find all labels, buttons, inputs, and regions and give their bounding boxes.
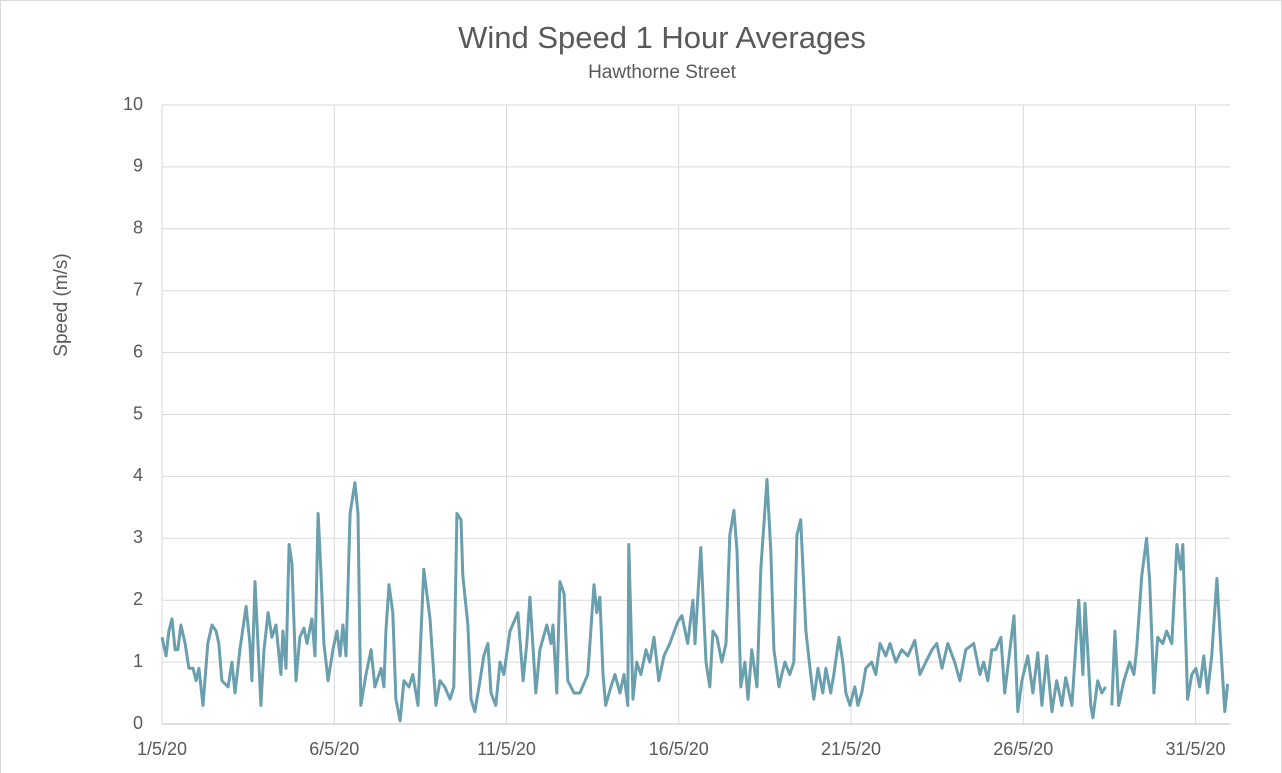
chart-title: Wind Speed 1 Hour Averages: [458, 20, 866, 55]
y-tick-label: 1: [133, 651, 143, 671]
x-tick-label: 16/5/20: [649, 739, 709, 759]
y-tick-label: 0: [133, 713, 143, 733]
chart-subtitle: Hawthorne Street: [588, 62, 737, 83]
x-tick-label: 26/5/20: [993, 739, 1053, 759]
y-tick-label: 9: [133, 156, 143, 176]
x-tick-label: 1/5/20: [137, 739, 187, 759]
x-tick-label: 21/5/20: [821, 739, 881, 759]
x-tick-label: 11/5/20: [477, 739, 536, 759]
y-tick-label: 5: [133, 403, 143, 423]
y-tick-label: 7: [133, 279, 143, 299]
y-axis-label: Speed (m/s): [51, 253, 72, 356]
y-tick-label: 4: [133, 465, 143, 485]
x-tick-label: 31/5/20: [1166, 739, 1226, 759]
data-line: [160, 478, 1230, 723]
y-tick-label: 8: [133, 218, 143, 238]
x-tick-label: 6/5/20: [309, 739, 359, 759]
y-tick-label: 6: [133, 341, 143, 361]
y-tick-label: 3: [133, 527, 143, 547]
y-tick-label: 10: [123, 94, 143, 114]
y-tick-label: 2: [133, 589, 143, 609]
